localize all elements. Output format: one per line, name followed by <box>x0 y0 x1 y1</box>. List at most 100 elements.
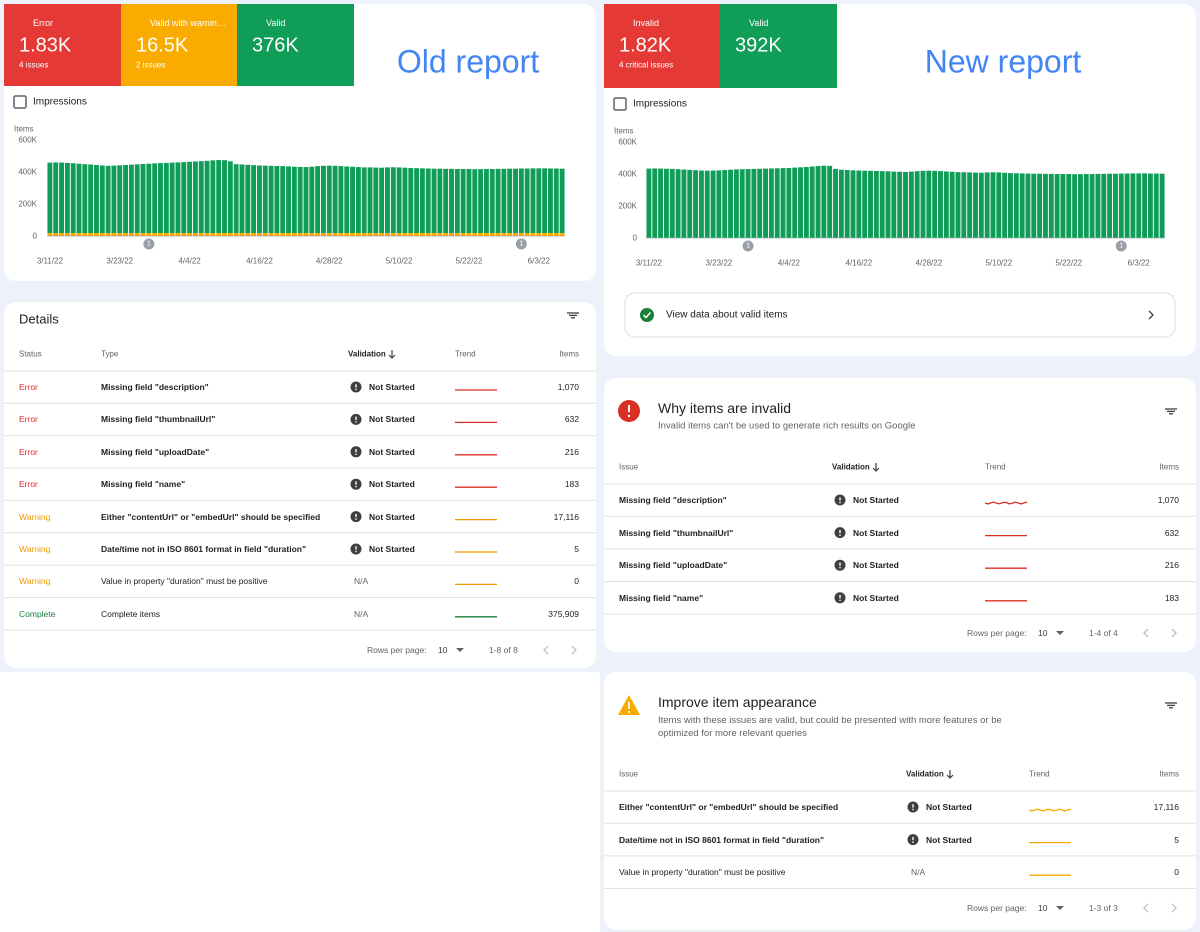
bar <box>192 161 198 233</box>
issue-name: Value in property "duration" must be pos… <box>101 576 268 587</box>
x-tick-label: 4/28/22 <box>915 258 943 268</box>
rows-per-page-label: Rows per page: <box>367 645 427 655</box>
bar <box>687 169 693 238</box>
bar <box>518 232 524 236</box>
link-chevron <box>1148 310 1154 320</box>
bar <box>239 164 245 233</box>
bar <box>321 232 326 236</box>
page-size-select[interactable]: 10 <box>1038 628 1048 638</box>
column-header: Issue <box>619 769 639 779</box>
y-tick-label: 600K <box>18 135 37 145</box>
bar <box>1147 173 1153 238</box>
bar <box>175 162 181 233</box>
bar <box>163 232 169 236</box>
bar <box>1037 173 1043 238</box>
bar <box>501 168 507 233</box>
bar <box>233 164 239 233</box>
bar <box>646 168 652 238</box>
next-page <box>1171 628 1177 638</box>
bar <box>914 171 920 238</box>
bar <box>227 232 233 236</box>
tile-value: 392K <box>735 34 782 57</box>
bar <box>850 170 856 238</box>
status: Error <box>19 414 38 425</box>
bar <box>128 232 134 236</box>
bar <box>803 166 809 238</box>
bar <box>262 232 268 236</box>
dropdown-arrow <box>456 648 464 652</box>
bar <box>326 165 332 233</box>
bar <box>402 167 408 233</box>
bar <box>553 232 559 236</box>
bar <box>1002 172 1008 238</box>
page-range: 1-3 of 3 <box>1089 903 1118 913</box>
issue-name: Missing field "uploadDate" <box>101 446 210 457</box>
bar <box>908 171 914 238</box>
bar <box>233 232 239 236</box>
y-tick-label: 0 <box>32 231 37 241</box>
blank-area <box>0 672 600 932</box>
bar <box>669 168 675 238</box>
bar <box>559 168 565 233</box>
bar <box>262 165 268 233</box>
bar <box>169 232 175 236</box>
column-header: Trend <box>1029 769 1050 779</box>
bar <box>274 232 280 236</box>
bar <box>454 232 460 236</box>
item-count: 5 <box>1174 834 1179 845</box>
page-size-select[interactable]: 10 <box>1038 903 1048 913</box>
bar <box>303 232 309 236</box>
y-tick-label: 400K <box>18 167 37 177</box>
bar <box>94 164 99 233</box>
bar <box>1159 173 1165 238</box>
column-header: Status <box>19 349 42 359</box>
validation-state: N/A <box>354 608 369 619</box>
bar <box>379 232 385 236</box>
bar <box>268 232 274 236</box>
bar <box>466 232 472 236</box>
column-header[interactable]: Validation <box>906 769 944 779</box>
bar <box>454 168 460 233</box>
bar <box>973 172 978 238</box>
bar <box>833 168 838 238</box>
bar <box>169 162 175 233</box>
bar <box>192 232 198 236</box>
bar <box>373 232 379 236</box>
bar <box>216 232 222 236</box>
bar <box>82 164 88 233</box>
impressions-toggle[interactable]: Impressions <box>633 98 687 110</box>
bar <box>949 171 955 238</box>
x-tick-label: 5/10/22 <box>385 256 413 266</box>
y-axis-title: Items <box>614 126 634 136</box>
summary-tile <box>237 4 354 86</box>
bar <box>111 232 117 236</box>
column-header: Type <box>101 349 119 359</box>
validation-icon-dot <box>355 518 357 520</box>
page-size-select[interactable]: 10 <box>438 645 448 655</box>
bar <box>513 232 518 236</box>
bar <box>1130 173 1136 238</box>
column-header[interactable]: Validation <box>832 462 870 472</box>
bar <box>681 169 687 238</box>
bar <box>733 169 739 238</box>
valid-items-link[interactable]: View data about valid items <box>666 309 788 321</box>
bar <box>367 232 373 236</box>
bar <box>809 166 815 238</box>
rows-per-page-label: Rows per page: <box>967 628 1027 638</box>
bar <box>99 165 105 233</box>
link-button <box>624 292 1176 338</box>
bar <box>1031 173 1037 238</box>
sort-arrow <box>388 350 396 359</box>
annotation-marker <box>515 238 527 250</box>
bar <box>1142 173 1148 238</box>
validation-state: Not Started <box>853 495 899 505</box>
error-icon-dot <box>627 414 631 418</box>
bar <box>245 232 251 236</box>
bar <box>524 168 530 233</box>
bar <box>559 232 565 236</box>
column-header[interactable]: Validation <box>348 349 386 359</box>
bar <box>390 167 396 233</box>
impressions-toggle[interactable]: Impressions <box>33 96 87 108</box>
bar <box>1083 174 1089 238</box>
